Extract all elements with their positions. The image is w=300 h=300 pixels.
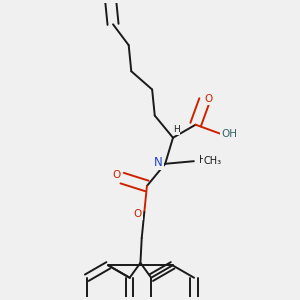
Text: O: O: [134, 208, 142, 219]
Text: O: O: [112, 170, 120, 180]
Text: O: O: [204, 94, 212, 104]
Text: OH: OH: [221, 129, 237, 139]
Text: N: N: [154, 156, 163, 169]
Text: CH₃: CH₃: [204, 156, 222, 166]
Text: H: H: [199, 155, 206, 165]
Text: H: H: [173, 124, 179, 134]
